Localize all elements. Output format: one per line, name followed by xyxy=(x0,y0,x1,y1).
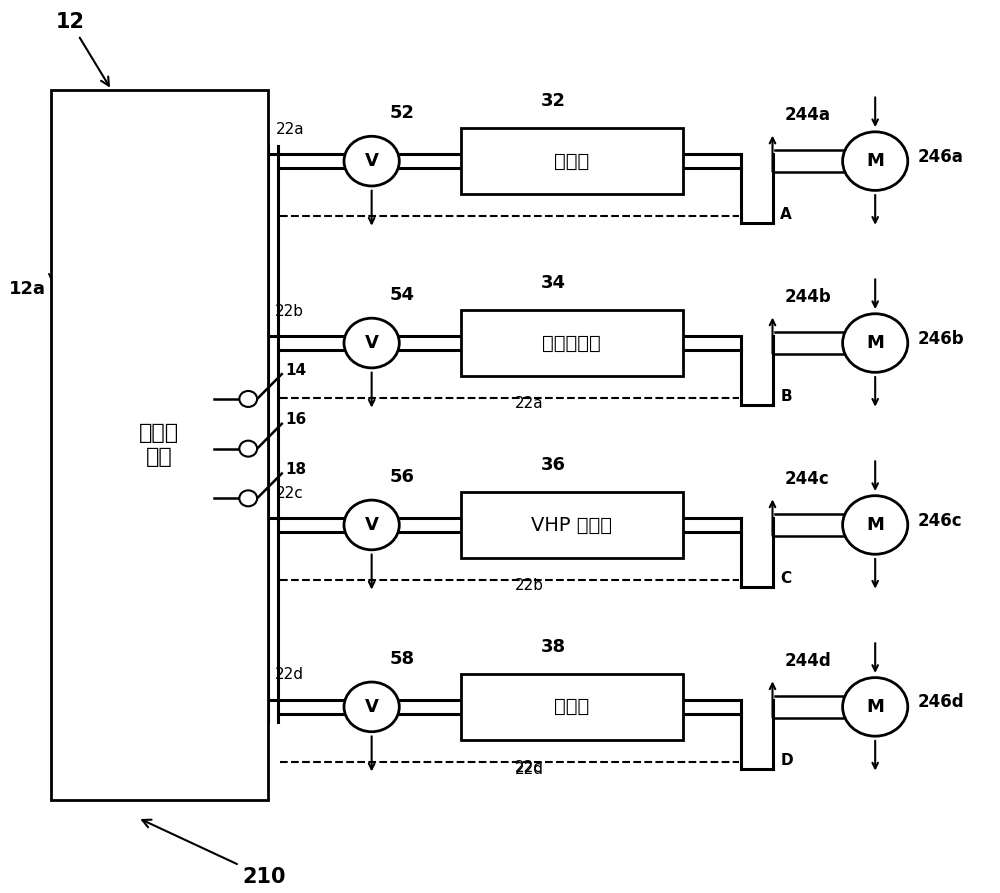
Bar xyxy=(461,310,683,376)
Text: M: M xyxy=(866,152,884,171)
Text: V: V xyxy=(365,516,379,534)
Text: 隔离器
或室: 隔离器 或室 xyxy=(139,423,179,467)
Circle shape xyxy=(344,500,399,550)
Text: 246d: 246d xyxy=(918,694,964,712)
Text: 18: 18 xyxy=(286,462,307,477)
Circle shape xyxy=(843,496,908,555)
Text: 加热器: 加热器 xyxy=(554,152,589,171)
Bar xyxy=(51,90,268,800)
Circle shape xyxy=(344,137,399,186)
Bar xyxy=(461,128,683,195)
Text: 36: 36 xyxy=(541,456,566,474)
Circle shape xyxy=(843,678,908,736)
Text: VHP 产生器: VHP 产生器 xyxy=(531,515,612,535)
Circle shape xyxy=(843,313,908,372)
Text: 16: 16 xyxy=(286,413,307,428)
Text: 246a: 246a xyxy=(918,147,964,166)
Text: 56: 56 xyxy=(389,468,414,486)
Bar xyxy=(461,673,683,740)
Text: 22b: 22b xyxy=(515,578,544,593)
Text: 蒸气产生器: 蒸气产生器 xyxy=(542,334,601,353)
Circle shape xyxy=(344,318,399,368)
Text: 22d: 22d xyxy=(275,667,304,682)
Text: 246c: 246c xyxy=(918,512,962,530)
Text: 38: 38 xyxy=(541,638,566,655)
Circle shape xyxy=(843,132,908,190)
Text: 210: 210 xyxy=(142,820,286,887)
Text: 22a: 22a xyxy=(275,121,304,137)
Text: 34: 34 xyxy=(541,274,566,292)
Text: 破坏器: 破坏器 xyxy=(554,697,589,716)
Text: 22a: 22a xyxy=(515,396,543,411)
Text: M: M xyxy=(866,698,884,716)
Bar xyxy=(461,492,683,558)
Circle shape xyxy=(239,490,257,506)
Text: B: B xyxy=(780,389,792,405)
Text: 14: 14 xyxy=(286,363,307,378)
Text: 58: 58 xyxy=(389,650,415,668)
Text: 22d: 22d xyxy=(515,763,544,777)
Text: 246b: 246b xyxy=(918,330,964,347)
Circle shape xyxy=(239,440,257,456)
Text: 244d: 244d xyxy=(784,652,831,670)
Text: V: V xyxy=(365,334,379,352)
Text: 244c: 244c xyxy=(784,470,829,488)
Text: M: M xyxy=(866,516,884,534)
Text: V: V xyxy=(365,152,379,171)
Text: 52: 52 xyxy=(389,104,414,122)
Text: 22b: 22b xyxy=(275,304,304,319)
Text: 12a: 12a xyxy=(9,280,46,298)
Text: 244a: 244a xyxy=(784,106,830,124)
Text: 32: 32 xyxy=(541,92,566,110)
Text: 54: 54 xyxy=(389,286,414,304)
Text: M: M xyxy=(866,334,884,352)
Circle shape xyxy=(344,682,399,731)
Text: 244b: 244b xyxy=(784,288,831,305)
Text: 12: 12 xyxy=(56,13,109,86)
Text: V: V xyxy=(365,698,379,716)
Text: D: D xyxy=(780,753,793,768)
Text: A: A xyxy=(780,207,792,222)
Text: 22c: 22c xyxy=(276,486,304,501)
Text: 22c: 22c xyxy=(515,760,543,775)
Circle shape xyxy=(239,391,257,407)
Text: C: C xyxy=(780,572,792,586)
